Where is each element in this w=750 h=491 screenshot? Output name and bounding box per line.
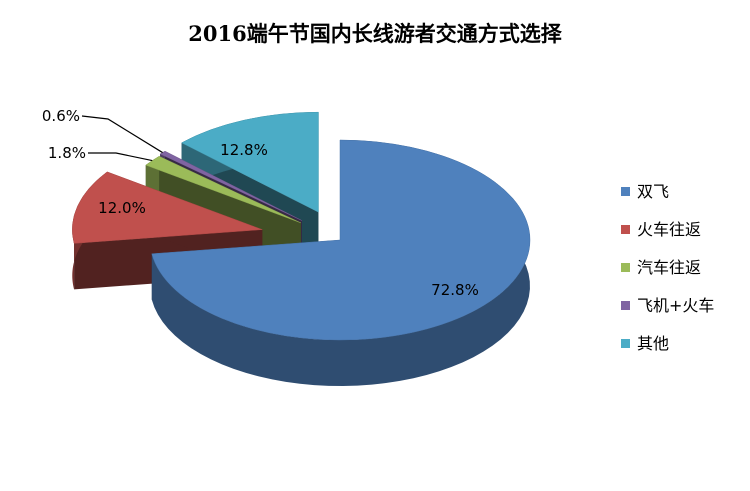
legend-label-1: 火车往返: [637, 220, 701, 239]
legend-swatch-0: [621, 187, 630, 196]
data-label-3: 0.6%: [42, 107, 80, 125]
data-label-4: 12.8%: [220, 141, 268, 159]
slice-1: [72, 171, 263, 244]
slice-4: [181, 111, 319, 213]
legend-swatch-2: [621, 263, 630, 272]
legend-item-1: 火车往返: [621, 220, 701, 239]
legend-label-2: 汽车往返: [637, 258, 701, 277]
slice-cut-face-2-1: [159, 156, 301, 269]
leader-line-3: [81, 115, 163, 154]
legend-item-4: 其他: [621, 334, 669, 353]
legend-label-4: 其他: [637, 334, 669, 353]
data-label-2: 1.8%: [48, 144, 86, 162]
legend-item-3: 飞机+火车: [621, 296, 714, 315]
leader-line-2: [88, 152, 153, 162]
data-label-1: 12.0%: [98, 199, 146, 217]
chart-title: 2016端午节国内长线游者交通方式选择: [188, 21, 562, 46]
legend-item-0: 双飞: [621, 182, 669, 201]
legend-label-0: 双飞: [637, 182, 669, 201]
slice-0: [151, 139, 531, 341]
legend-swatch-4: [621, 339, 630, 348]
pie-slices: [72, 111, 531, 386]
data-labels: 72.8% 12.0% 1.8% 0.6% 12.8%: [42, 107, 479, 299]
legend-swatch-3: [621, 301, 630, 310]
legend-label-3: 飞机+火车: [637, 296, 714, 315]
data-label-0: 72.8%: [431, 281, 479, 299]
slice-2: [145, 155, 301, 224]
legend-swatch-1: [621, 225, 630, 234]
legend-item-2: 汽车往返: [621, 258, 701, 277]
